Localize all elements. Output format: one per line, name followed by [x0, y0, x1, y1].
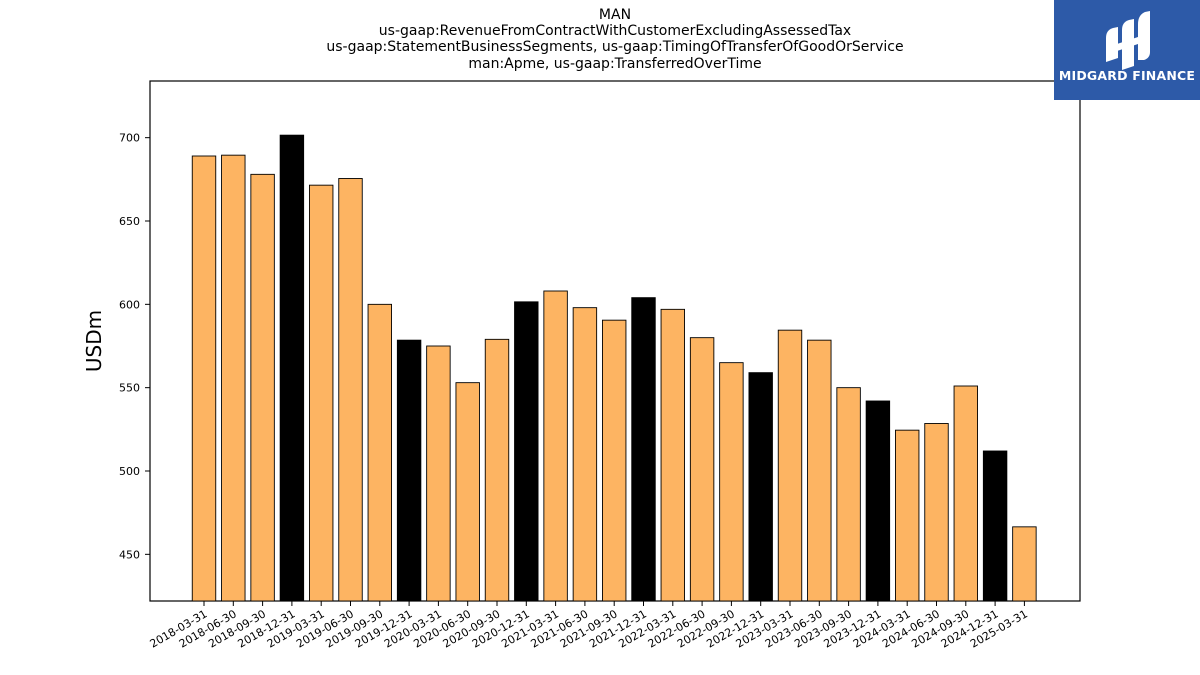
y-tick-label: 600: [119, 298, 140, 311]
bar: [484, 338, 510, 602]
chart-title-line-3: us-gaap:StatementBusinessSegments, us-ga…: [326, 39, 904, 55]
bar: [250, 173, 275, 602]
bar: [602, 319, 627, 602]
bar: [777, 329, 803, 602]
bar: [338, 178, 363, 602]
bar: [719, 362, 744, 602]
bar: [514, 301, 539, 602]
bar: [895, 429, 920, 602]
bar: [953, 385, 978, 602]
bar: [631, 297, 656, 602]
bar: [396, 339, 422, 602]
bar: [689, 337, 715, 602]
bar: [191, 155, 217, 602]
y-tick-label: 650: [119, 215, 140, 228]
y-tick-label: 500: [119, 465, 140, 478]
bar: [660, 308, 685, 602]
chart-title-line-1: MAN: [598, 7, 632, 23]
bar: [455, 382, 480, 602]
bar: [367, 303, 392, 602]
bar: [1012, 526, 1037, 602]
chart-title-line-2: us-gaap:RevenueFromContractWithCustomerE…: [378, 23, 852, 39]
bar: [572, 307, 598, 602]
bar: [279, 134, 305, 602]
midgard-logo-icon: [1106, 11, 1150, 70]
bar: [543, 290, 568, 602]
bar: [426, 345, 451, 602]
bar: [982, 450, 1008, 602]
chart-title-line-4: man:Apme, us-gaap:TransferredOverTime: [468, 56, 762, 72]
bar: [865, 400, 891, 602]
y-tick-label: 700: [119, 132, 140, 145]
y-tick-label: 550: [119, 382, 140, 395]
logo-text: MIDGARD FINANCE: [1058, 68, 1196, 83]
bar: [221, 154, 246, 602]
y-tick-label: 450: [119, 548, 140, 561]
midgard-finance-logo: MIDGARD FINANCE: [1054, 0, 1200, 100]
bar: [807, 339, 832, 602]
bar: [836, 387, 861, 602]
bar: [309, 184, 334, 602]
bar: [748, 372, 773, 602]
bar: [924, 423, 949, 602]
